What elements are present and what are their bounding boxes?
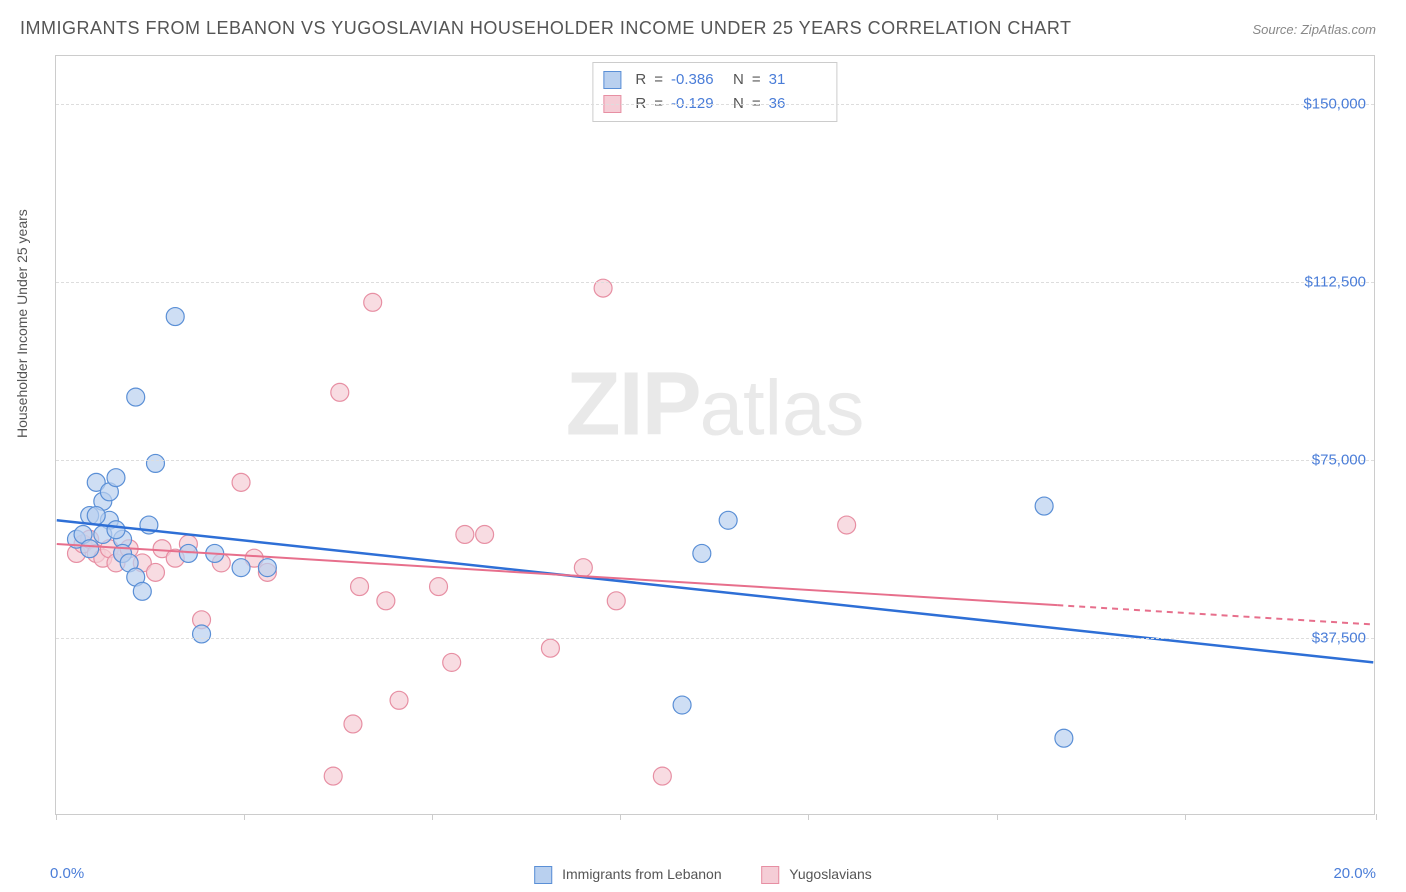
y-axis-title: Householder Income Under 25 years: [14, 209, 30, 438]
x-axis-legend: Immigrants from Lebanon Yugoslavians: [534, 866, 872, 884]
x-axis-min-label: 0.0%: [50, 865, 84, 882]
legend-item-lebanon: Immigrants from Lebanon: [534, 866, 721, 884]
y-tick-label: $75,000: [1312, 451, 1366, 468]
chart-title: IMMIGRANTS FROM LEBANON VS YUGOSLAVIAN H…: [20, 18, 1072, 39]
y-tick-label: $112,500: [1305, 273, 1366, 290]
legend-item-yugoslavians: Yugoslavians: [762, 866, 872, 884]
x-axis-max-label: 20.0%: [1333, 865, 1376, 882]
chart-plot-area: R = -0.386 N = 31 R = -0.129 N = 36 ZIPa…: [55, 55, 1375, 815]
scatter-svg: [56, 56, 1374, 814]
legend-label-yugoslavians: Yugoslavians: [789, 866, 872, 882]
y-tick-label: $150,000: [1303, 95, 1366, 112]
swatch-lebanon-icon: [534, 866, 552, 884]
swatch-yugoslavians-icon: [762, 866, 780, 884]
y-tick-label: $37,500: [1312, 629, 1366, 646]
source-attribution: Source: ZipAtlas.com: [1252, 22, 1376, 37]
legend-label-lebanon: Immigrants from Lebanon: [562, 866, 722, 882]
